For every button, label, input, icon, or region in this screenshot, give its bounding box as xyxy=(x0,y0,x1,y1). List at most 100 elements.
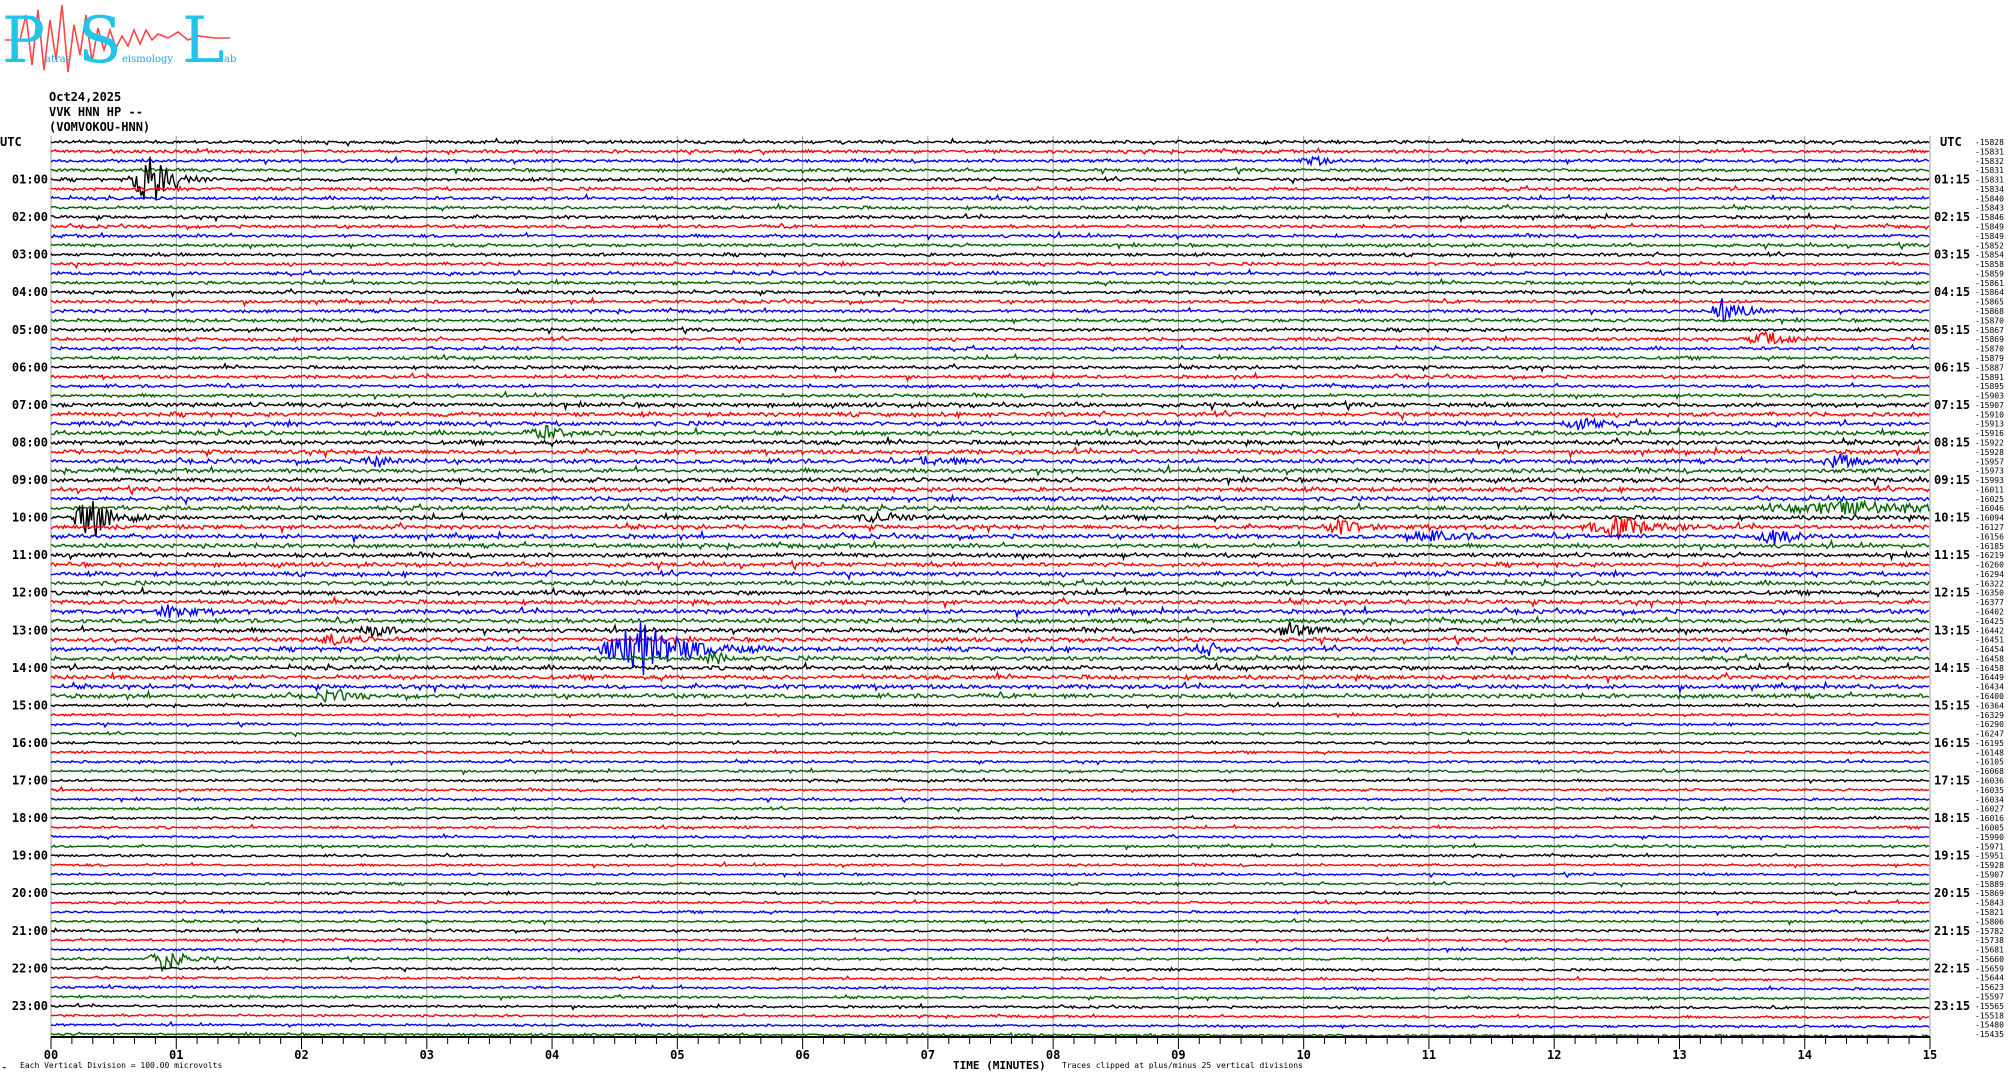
left-hour-label: 23:00 xyxy=(12,999,48,1013)
trace-03:00 xyxy=(50,250,1930,259)
trace-offset-value: -15738 xyxy=(1975,936,2004,945)
trace-offset-value: -15870 xyxy=(1975,345,2004,354)
right-hour-label: 09:15 xyxy=(1934,473,1970,487)
x-tick-label: 08 xyxy=(1046,1048,1060,1062)
trace-offset-value: -16034 xyxy=(1975,795,2004,804)
trace-18:45 xyxy=(50,842,1930,851)
left-hour-label: 08:00 xyxy=(12,435,48,449)
left-hour-label: 18:00 xyxy=(12,811,48,825)
trace-offset-value: -15660 xyxy=(1975,955,2004,964)
trace-offset-value: -16046 xyxy=(1975,504,2004,513)
trace-18:00 xyxy=(50,814,1930,821)
left-utc-label: UTC xyxy=(0,135,22,149)
trace-03:15 xyxy=(50,259,1930,270)
trace-offset-value: -16195 xyxy=(1975,739,2004,748)
trace-04:45 xyxy=(50,316,1930,326)
trace-04:15 xyxy=(50,296,1930,308)
trace-offset-value: -16322 xyxy=(1975,579,2004,588)
trace-17:45 xyxy=(50,805,1930,813)
left-hour-label: 03:00 xyxy=(12,248,48,262)
trace-17:15 xyxy=(50,785,1930,794)
trace-offset-value: -16329 xyxy=(1975,711,2004,720)
trace-07:30 xyxy=(50,416,1930,431)
trace-11:15 xyxy=(50,559,1930,572)
trace-03:30 xyxy=(50,268,1930,278)
trace-offset-value: -15832 xyxy=(1975,157,2004,166)
trace-17:30 xyxy=(50,796,1930,804)
trace-23:30 xyxy=(50,1020,1930,1030)
trace-10:45 xyxy=(50,538,1930,552)
trace-20:15 xyxy=(50,898,1930,906)
trace-23:45 xyxy=(50,1031,1930,1039)
right-hour-label: 16:15 xyxy=(1934,736,1970,750)
trace-offset-value: -15843 xyxy=(1975,899,2004,908)
x-axis-label: TIME (MINUTES) xyxy=(953,1059,1046,1072)
trace-07:00 xyxy=(50,399,1930,412)
trace-05:45 xyxy=(50,353,1930,363)
trace-15:30 xyxy=(50,720,1930,729)
logo-letter-s: S xyxy=(78,4,122,78)
trace-offset-value: -16377 xyxy=(1975,598,2004,607)
trace-offset-value: -15951 xyxy=(1975,852,2004,861)
trace-offset-value: -16027 xyxy=(1975,805,2004,814)
trace-12:45 xyxy=(50,615,1930,627)
x-tick-label: 04 xyxy=(545,1048,559,1062)
trace-12:00 xyxy=(50,585,1930,599)
left-hour-label: 16:00 xyxy=(12,736,48,750)
trace-05:30 xyxy=(50,343,1930,353)
x-tick-label: 10 xyxy=(1296,1048,1310,1062)
header-station: VVK HNN HP -- xyxy=(49,105,143,119)
left-hour-label: 20:00 xyxy=(12,886,48,900)
trace-offset-value: -16458 xyxy=(1975,654,2004,663)
trace-14:15 xyxy=(51,670,1930,685)
trace-06:00 xyxy=(51,362,1930,374)
trace-00:00 xyxy=(50,137,1930,147)
trace-22:45 xyxy=(50,993,1930,1002)
trace-03:45 xyxy=(50,277,1929,287)
x-tick-label: 12 xyxy=(1547,1048,1561,1062)
trace-offset-value: -15903 xyxy=(1975,392,2004,401)
trace-offset-value: -16402 xyxy=(1975,608,2004,617)
right-hour-label: 10:15 xyxy=(1934,511,1970,525)
trace-offset-value: -15990 xyxy=(1975,833,2004,842)
trace-06:30 xyxy=(50,381,1930,391)
trace-20:00 xyxy=(50,889,1930,897)
trace-offset-value: -15957 xyxy=(1975,457,2004,466)
trace-offset-value: -15891 xyxy=(1975,373,2004,382)
trace-08:00 xyxy=(50,435,1930,451)
trace-05:00 xyxy=(50,325,1930,335)
trace-23:15 xyxy=(50,1012,1930,1021)
trace-01:15 xyxy=(50,184,1930,193)
trace-offset-value: -15922 xyxy=(1975,438,2004,447)
trace-offset-value: -15889 xyxy=(1975,880,2004,889)
left-hour-label: 15:00 xyxy=(12,698,48,712)
trace-offset-value: -15864 xyxy=(1975,288,2004,297)
trace-offset-value: -16068 xyxy=(1975,767,2004,776)
trace-offset-value: -15907 xyxy=(1975,401,2004,410)
x-tick-label: 11 xyxy=(1422,1048,1436,1062)
right-hour-label: 12:15 xyxy=(1934,586,1970,600)
trace-offset-value: -16350 xyxy=(1975,589,2004,598)
trace-offset-value: -16449 xyxy=(1975,673,2004,682)
trace-offset-value: -16458 xyxy=(1975,664,2004,673)
trace-offset-value: -15887 xyxy=(1975,363,2004,372)
trace-offset-value: -15659 xyxy=(1975,964,2004,973)
trace-09:45 xyxy=(50,498,1930,517)
trace-offset-value: -15806 xyxy=(1975,917,2004,926)
trace-offset-value: -15868 xyxy=(1975,307,2004,316)
traces xyxy=(50,137,1930,1039)
right-hour-label: 23:15 xyxy=(1934,999,1970,1013)
right-hour-label: 18:15 xyxy=(1934,811,1970,825)
trace-offset-value: -16219 xyxy=(1975,551,2004,560)
trace-15:15 xyxy=(50,711,1930,719)
trace-offset-value: -16025 xyxy=(1975,495,2004,504)
corner-mark-icon: ⌁ xyxy=(2,1063,7,1072)
trace-offset-value: -16434 xyxy=(1975,683,2004,692)
trace-offset-value: -15854 xyxy=(1975,251,2004,260)
row-labels: -15828-15831-15832-15831-15831-15834-158… xyxy=(12,138,2004,1039)
left-hour-label: 02:00 xyxy=(12,210,48,224)
trace-11:30 xyxy=(50,568,1930,582)
trace-offset-value: -15843 xyxy=(1975,204,2004,213)
trace-07:15 xyxy=(50,409,1930,422)
trace-offset-value: -16105 xyxy=(1975,758,2004,767)
